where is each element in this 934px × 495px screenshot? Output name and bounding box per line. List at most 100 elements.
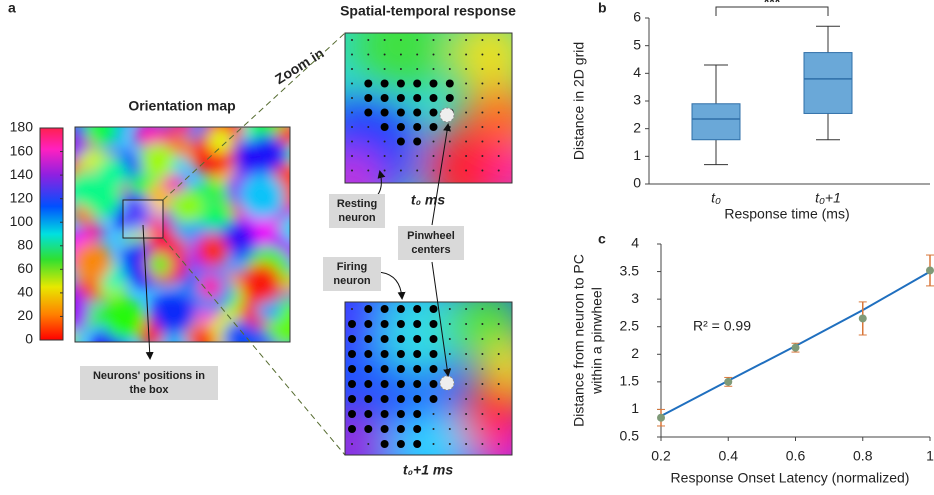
annotation-box: Firing neuron bbox=[323, 257, 381, 291]
map-blob bbox=[102, 297, 145, 340]
neuron-dot bbox=[432, 443, 435, 445]
zoom-label: Zoom in bbox=[272, 45, 327, 87]
y-tick-label: 6 bbox=[633, 9, 641, 25]
neuron-dot bbox=[481, 140, 484, 143]
neuron-dot bbox=[445, 79, 454, 88]
response-panel bbox=[345, 302, 512, 455]
map-blob bbox=[159, 332, 189, 342]
neuron-dot bbox=[481, 53, 484, 56]
panel-blob bbox=[390, 405, 470, 455]
neuron-dot bbox=[465, 140, 468, 143]
neuron-dot bbox=[481, 111, 484, 114]
neuron-dot bbox=[348, 380, 356, 388]
colorbar-tick-label: 140 bbox=[10, 166, 34, 182]
map-blob bbox=[140, 143, 176, 179]
map-blob bbox=[276, 127, 290, 147]
panel-blob bbox=[345, 302, 385, 355]
neuron-dot bbox=[497, 126, 500, 128]
neuron-dot bbox=[380, 365, 389, 373]
neuron-dot bbox=[481, 39, 484, 41]
y-tick-label: 2 bbox=[631, 345, 639, 361]
map-blob bbox=[149, 253, 171, 276]
map-blob bbox=[282, 216, 290, 242]
neuron-dot bbox=[465, 97, 468, 99]
neuron-dot bbox=[432, 39, 435, 41]
neuron-dot bbox=[413, 79, 422, 88]
neuron-dot bbox=[465, 323, 468, 325]
neuron-dot bbox=[465, 82, 468, 85]
neuron-dot bbox=[465, 443, 468, 445]
neuron-dot bbox=[351, 140, 353, 143]
arrow bbox=[431, 261, 452, 377]
neuron-dot bbox=[432, 53, 435, 56]
neuron-dot bbox=[364, 320, 373, 328]
x-tick-label: t₀ bbox=[711, 190, 721, 206]
response-title: Spatial-temporal response bbox=[340, 3, 516, 19]
neuron-dot bbox=[448, 169, 451, 172]
neuron-dot bbox=[497, 428, 500, 430]
x-axis-title: Response time (ms) bbox=[724, 206, 849, 222]
neuron-dot bbox=[497, 68, 500, 70]
neuron-dot bbox=[396, 137, 405, 146]
map-blob bbox=[75, 242, 112, 282]
neuron-dot bbox=[348, 320, 356, 328]
y-axis-title: Distance from neuron to PC bbox=[571, 254, 587, 427]
map-blob bbox=[197, 234, 229, 267]
neuron-dot bbox=[351, 97, 353, 99]
neuron-dot bbox=[364, 305, 373, 313]
panel-blob bbox=[450, 33, 512, 95]
neuron-dot bbox=[416, 68, 419, 70]
neuron-dot bbox=[481, 97, 484, 99]
neuron-dot bbox=[413, 410, 422, 418]
neuron-dot bbox=[364, 410, 373, 418]
time-label: t₀+1 ms bbox=[403, 462, 453, 478]
neuron-dot bbox=[399, 68, 402, 70]
neuron-dot bbox=[481, 368, 484, 370]
colorbar-tick-label: 0 bbox=[25, 331, 33, 347]
y-tick-label: 3.5 bbox=[620, 262, 640, 278]
neuron-dot bbox=[351, 111, 353, 114]
neuron-dot bbox=[429, 123, 438, 131]
neuron-dot bbox=[367, 155, 370, 157]
neuron-dot bbox=[497, 443, 500, 445]
neuron-dot bbox=[448, 398, 451, 400]
neuron-dot bbox=[364, 350, 373, 358]
point bbox=[657, 413, 665, 422]
neuron-dot bbox=[481, 308, 484, 310]
neuron-dot bbox=[465, 169, 468, 172]
neuron-dot bbox=[481, 353, 484, 355]
neuron-dot bbox=[380, 123, 389, 131]
neuron-dot bbox=[448, 428, 451, 430]
neuron-dot bbox=[351, 126, 353, 128]
y-tick-label: 2 bbox=[633, 119, 641, 135]
map-blob bbox=[241, 263, 282, 304]
neuron-dot bbox=[481, 398, 484, 400]
neuron-dot bbox=[497, 338, 500, 340]
neuron-dot bbox=[481, 169, 484, 172]
x-axis-title: Response Onset Latency (normalized) bbox=[671, 470, 910, 486]
panel-label: a bbox=[8, 0, 16, 16]
annotation-box: Resting neuron bbox=[329, 194, 385, 228]
panel-frame bbox=[344, 301, 513, 456]
neuron-dot bbox=[448, 140, 451, 143]
zoom-box bbox=[122, 199, 164, 239]
neuron-dot bbox=[448, 39, 451, 41]
panel-frame bbox=[344, 32, 513, 184]
neuron-dot bbox=[413, 395, 422, 403]
point bbox=[926, 266, 934, 275]
neuron-dot bbox=[367, 39, 370, 41]
neuron-dot bbox=[396, 108, 405, 117]
neuron-dot bbox=[429, 320, 438, 328]
y-axis-title: within a pinwheel bbox=[589, 287, 605, 395]
y-tick-label: 1.5 bbox=[620, 373, 640, 389]
neuron-dot bbox=[465, 126, 468, 128]
neuron-dot bbox=[380, 350, 389, 358]
neuron-dot bbox=[465, 308, 468, 310]
zoom-line bbox=[162, 237, 346, 456]
neuron-dot bbox=[413, 350, 422, 358]
map-blob bbox=[83, 178, 122, 217]
annotation: R² = 0.99 bbox=[693, 318, 751, 334]
x-tick-label: t₀+1 bbox=[815, 190, 841, 206]
neuron-dot bbox=[383, 169, 386, 172]
neuron-dot bbox=[448, 308, 451, 310]
